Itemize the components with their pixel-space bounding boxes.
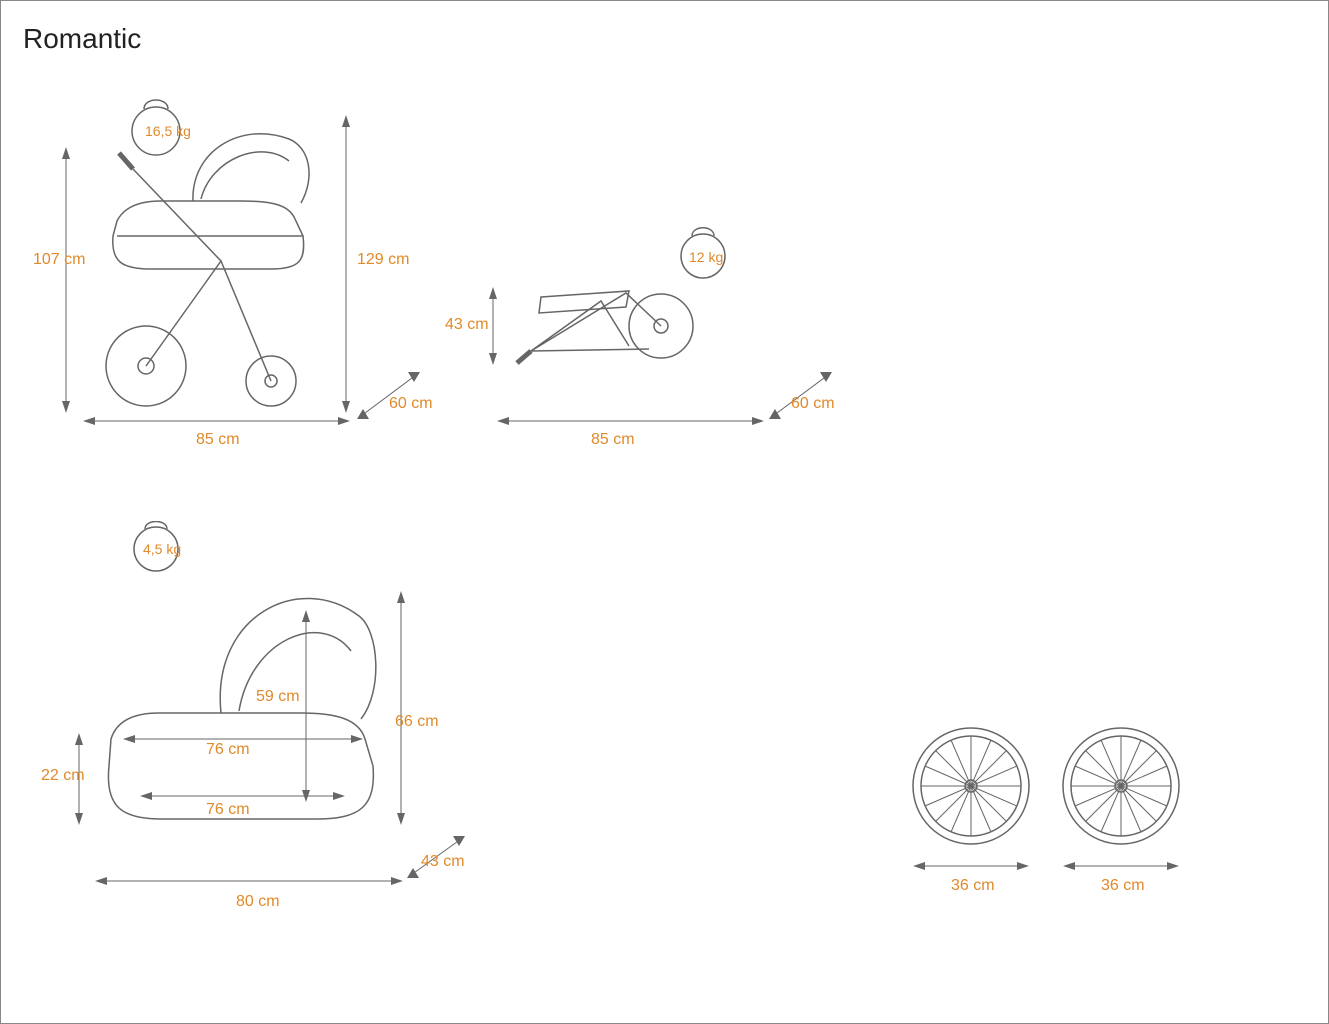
dim-bassinet-totalh: 66 cm <box>395 713 439 731</box>
dim-width-full: 85 cm <box>196 431 240 449</box>
dim-wheel-front: 36 cm <box>1101 877 1145 895</box>
dim-bassinet-depth: 43 cm <box>421 853 465 871</box>
dim-bassinet-innerw1: 76 cm <box>206 741 250 759</box>
dim-depth-folded: 60 cm <box>791 395 835 413</box>
weight-stroller-folded: 12 kg <box>689 249 723 265</box>
spec-sheet: Romantic <box>0 0 1329 1024</box>
weight-stroller-full: 16,5 kg <box>145 123 191 139</box>
dim-bassinet-innerw2: 76 cm <box>206 801 250 819</box>
dim-depth-full: 60 cm <box>389 395 433 413</box>
dim-bassinet-canopy: 59 cm <box>256 688 300 706</box>
dim-bassinet-sideh: 22 cm <box>41 767 85 785</box>
dim-bassinet-outerw: 80 cm <box>236 893 280 911</box>
wheels-diagram <box>891 696 1231 916</box>
dim-height-folded: 43 cm <box>445 316 489 334</box>
stroller-folded-diagram <box>481 201 861 461</box>
dim-width-folded: 85 cm <box>591 431 635 449</box>
dim-wheel-rear: 36 cm <box>951 877 995 895</box>
weight-bassinet: 4,5 kg <box>143 541 181 557</box>
dim-height-handle: 107 cm <box>33 251 85 269</box>
dim-height-canopy: 129 cm <box>357 251 409 269</box>
page-title: Romantic <box>23 23 141 55</box>
